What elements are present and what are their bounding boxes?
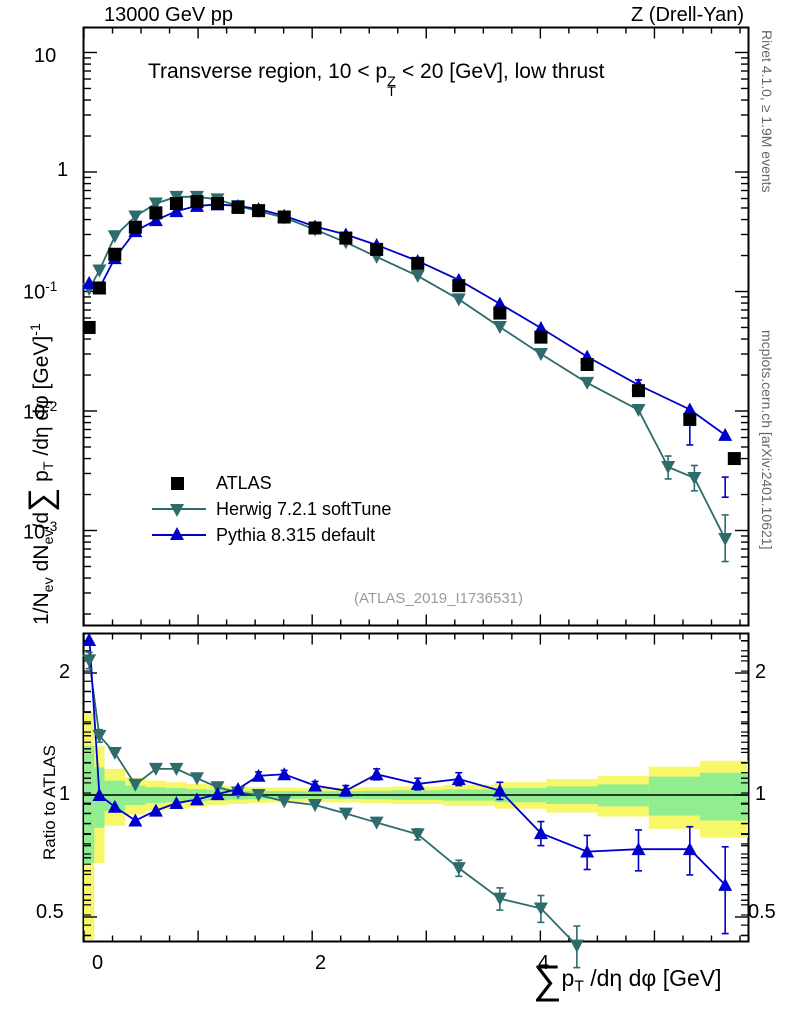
title-a: Transverse region, 10 < p [148,60,388,83]
xtick-0: 0 [92,952,104,974]
legend-label-atlas: ATLAS [216,473,272,493]
ytick-1e-2: 10-2 [23,399,58,424]
legend-label-herwig: Herwig 7.2.1 softTune [216,499,392,519]
ytick-10: 10 [34,45,57,67]
ratio-ytick-1: 1 [59,783,71,805]
ratio-series-group [82,633,733,969]
yl-sup1: -1 [28,323,44,336]
yl-p2: dN [30,544,53,578]
xl-sigma: ∑ [533,958,562,1002]
ratio-ytick-right-1: 1 [755,783,767,805]
yl-p4: p [30,470,53,488]
legend-marker-down-triangle-icon [152,504,206,517]
uncertainty-bands [84,712,748,940]
watermark: (ATLAS_2019_I1736531) [354,590,524,607]
header-right: Z (Drell-Yan) [631,4,744,26]
xl-rest: /dη dφ [GeV] [583,965,722,991]
legend-marker-up-triangle-icon [152,527,206,540]
xtick-4: 4 [538,952,550,974]
yaxis-label-text: 1/Nev dNev/d∑ pT /dη dφ [GeV]-1 [22,323,60,625]
ratio-panel-frame [82,632,750,943]
xtick-2: 2 [315,952,327,974]
xl-p: p [561,965,575,991]
title-b: < 20 [GeV], low thrust [396,60,605,83]
ratio-axis-ticks [83,633,748,942]
ratio-ytick-right-2: 2 [755,661,767,683]
yaxis-label: 1/Nev dNev/d∑ pT /dη dφ [GeV]-1 [22,323,60,625]
ytick-1e-3: 10-3 [23,519,58,544]
xl-sub: T [574,978,584,996]
ratio-ytick-2: 2 [59,661,71,683]
ratio-ytick-05: 0.5 [36,901,64,923]
title-sub: T [387,84,396,100]
ytick-1: 1 [57,159,69,181]
yl-sub1: ev [41,577,58,593]
yl-sigma: ∑ [22,487,60,512]
yl-sub3: T [41,461,58,471]
ratio-yaxis-label: Ratio to ATLAS [40,745,59,860]
mcplots-note: mcplots.cern.ch [arXiv:2401.10621] [759,330,775,550]
ytick-1e-1: 10-1 [23,279,58,304]
xaxis-label: ∑pT /dη dφ [GeV] [533,960,722,1000]
yl-p1: 1/N [30,592,53,625]
header-left: 13000 GeV pp [104,4,233,26]
ratio-ytick-right-05: 0.5 [748,901,776,923]
legend-label-pythia: Pythia 8.315 default [216,525,376,545]
rivet-note: Rivet 4.1.0, ≥ 1.9M events [759,30,775,193]
legend-marker-square-icon [171,477,184,490]
